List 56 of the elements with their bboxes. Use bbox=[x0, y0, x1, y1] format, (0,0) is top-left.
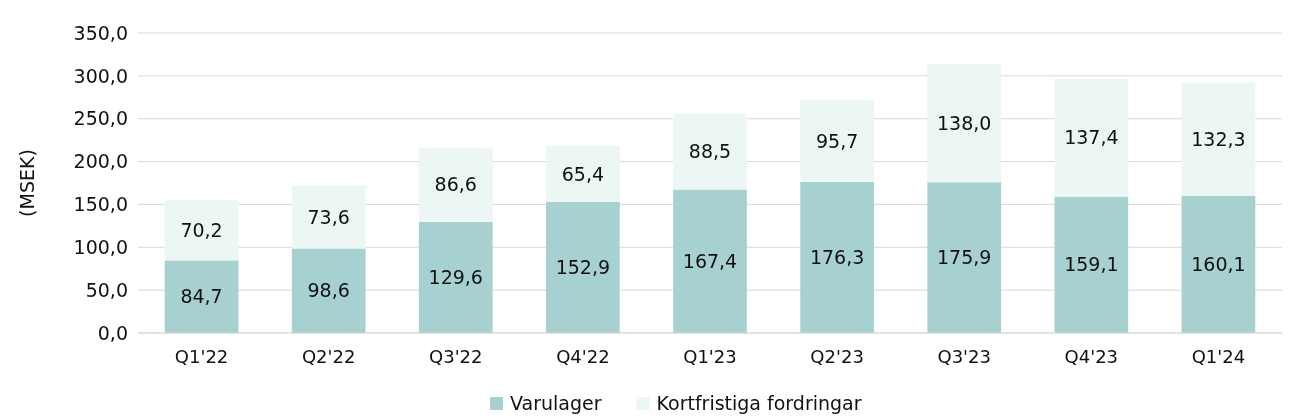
bar bbox=[164, 200, 239, 261]
data-label: 138,0 bbox=[937, 111, 992, 134]
data-label: 86,6 bbox=[434, 173, 477, 196]
data-label: 65,4 bbox=[561, 162, 605, 185]
bar bbox=[800, 99, 874, 182]
bar bbox=[418, 221, 493, 333]
data-label: 137,4 bbox=[1064, 126, 1119, 149]
y-tick-label: 350,0 bbox=[73, 21, 128, 44]
y-tick-label: 200,0 bbox=[73, 150, 128, 173]
x-tick-label: Q1'24 bbox=[1191, 346, 1246, 367]
x-tick-label: Q1'23 bbox=[683, 346, 737, 367]
bar bbox=[1181, 195, 1256, 333]
data-label: 95,7 bbox=[815, 129, 859, 152]
x-tick-label: Q4'23 bbox=[1064, 346, 1119, 367]
y-tick-label: 100,0 bbox=[73, 235, 128, 258]
x-tick-label: Q2'22 bbox=[301, 346, 356, 367]
bar bbox=[673, 113, 747, 190]
y-tick-label: 50,0 bbox=[85, 278, 128, 301]
bar bbox=[1181, 82, 1256, 196]
data-label: 98,6 bbox=[307, 279, 350, 302]
legend-label: Varulager bbox=[510, 392, 602, 414]
x-tick-label: Q1'22 bbox=[174, 346, 229, 367]
data-label: 88,5 bbox=[688, 140, 732, 163]
x-tick-label: Q4'22 bbox=[556, 346, 610, 367]
data-label: 167,4 bbox=[682, 249, 738, 272]
bar bbox=[800, 181, 874, 333]
y-tick-label: 150,0 bbox=[73, 193, 128, 216]
bar bbox=[1054, 78, 1129, 197]
bar bbox=[927, 182, 1002, 333]
x-tick-label: Q2'23 bbox=[810, 346, 864, 367]
bar bbox=[673, 189, 747, 333]
x-tick-label: Q3'23 bbox=[937, 346, 991, 367]
y-tick-label: 0,0 bbox=[97, 321, 128, 344]
y-tick-label: 300,0 bbox=[73, 64, 128, 87]
data-label: 176,3 bbox=[809, 246, 865, 269]
data-label: 132,3 bbox=[1191, 127, 1246, 150]
data-label: 129,6 bbox=[428, 266, 483, 289]
data-label: 160,1 bbox=[1191, 253, 1246, 276]
data-label: 70,2 bbox=[180, 218, 223, 241]
data-label: 73,6 bbox=[307, 205, 350, 228]
bar bbox=[291, 185, 366, 249]
bar bbox=[291, 248, 366, 333]
data-label: 175,9 bbox=[937, 246, 992, 269]
bar bbox=[546, 201, 620, 333]
data-label: 152,9 bbox=[555, 256, 611, 279]
x-tick-label: Q3'22 bbox=[429, 346, 483, 367]
bar bbox=[1054, 196, 1129, 333]
y-tick-label: 250,0 bbox=[73, 107, 128, 130]
data-label: 84,7 bbox=[180, 285, 223, 308]
bar bbox=[927, 63, 1002, 183]
legend-label: Kortfristiga fordringar bbox=[656, 392, 862, 414]
bar bbox=[418, 147, 493, 222]
data-label: 159,1 bbox=[1064, 253, 1119, 276]
bar bbox=[164, 260, 239, 333]
y-axis-title: (MSEK) bbox=[16, 149, 38, 217]
bar bbox=[546, 145, 620, 202]
